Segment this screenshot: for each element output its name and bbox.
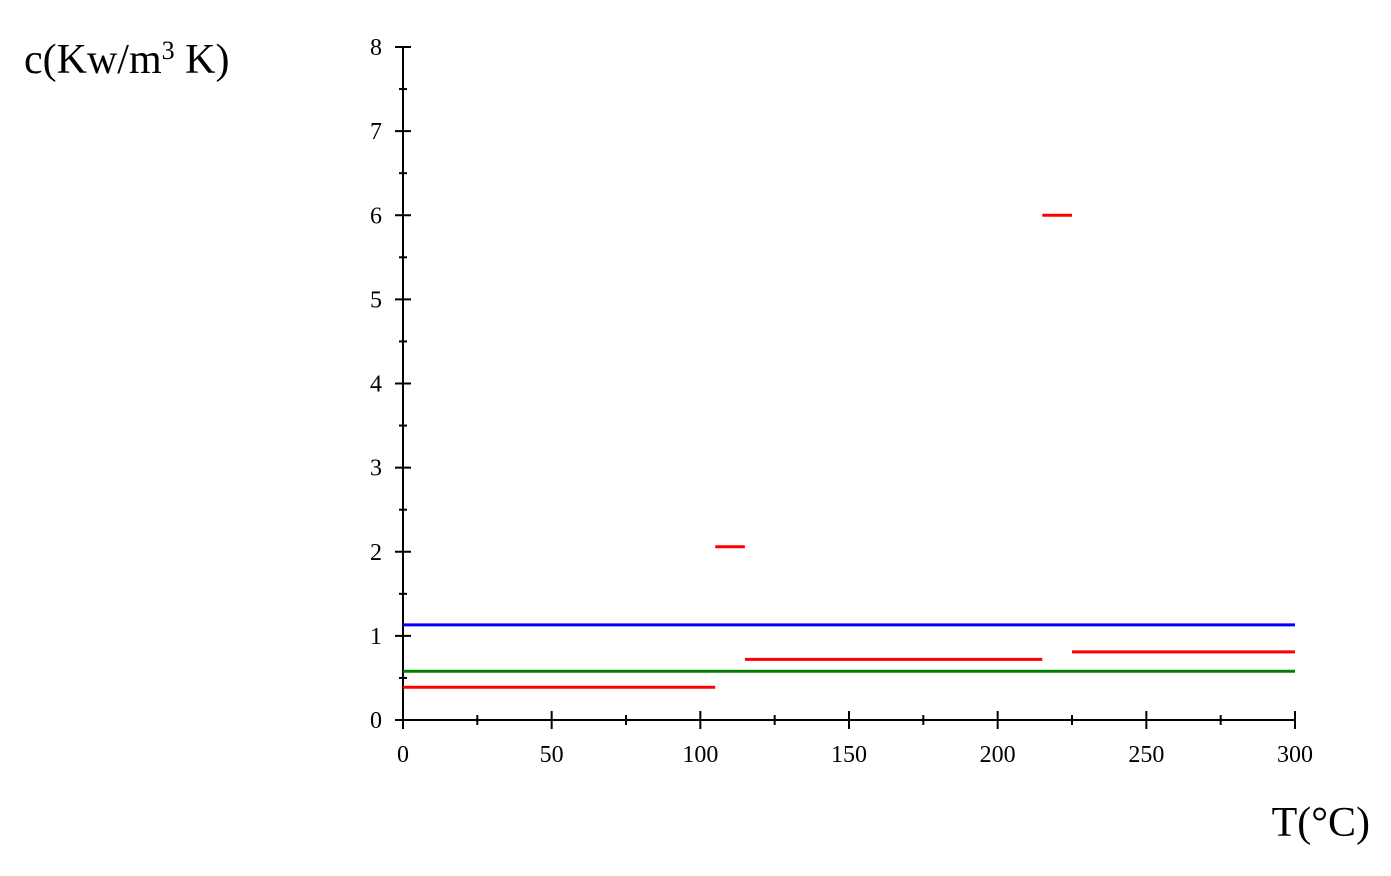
x-axis-title: T(°C) [1272, 800, 1370, 846]
y-tick-label: 1 [370, 624, 382, 650]
x-tick-label: 200 [980, 742, 1016, 768]
y-axis-title-main: c(Kw/m [24, 37, 162, 83]
x-tick-label: 0 [397, 742, 409, 768]
series [403, 213, 1295, 689]
y-tick-label: 2 [370, 540, 382, 566]
y-axis-title-tail: K) [175, 37, 230, 83]
y-axis-title: c(Kw/m3 K) [24, 36, 229, 83]
y-tick-label: 5 [370, 287, 382, 313]
y-tick-label: 0 [370, 708, 382, 734]
y-tick-label: 8 [370, 35, 382, 61]
x-tick-label: 50 [540, 742, 564, 768]
axes: 0 1 2 3 4 5 6 7 8 0 50 100 150 200 250 300 [370, 35, 1313, 768]
y-tick-label: 7 [370, 119, 382, 145]
axis-titles: c(Kw/m3 K) T(°C) [24, 36, 1370, 846]
x-tick-label: 300 [1277, 742, 1313, 768]
x-tick-label: 250 [1128, 742, 1164, 768]
y-tick-label: 3 [370, 456, 382, 482]
x-tick-label: 100 [682, 742, 718, 768]
y-axis-title-superscript: 3 [162, 36, 175, 65]
x-tick-label: 150 [831, 742, 867, 768]
y-tick-label: 4 [370, 372, 382, 398]
y-tick-label: 6 [370, 203, 382, 229]
